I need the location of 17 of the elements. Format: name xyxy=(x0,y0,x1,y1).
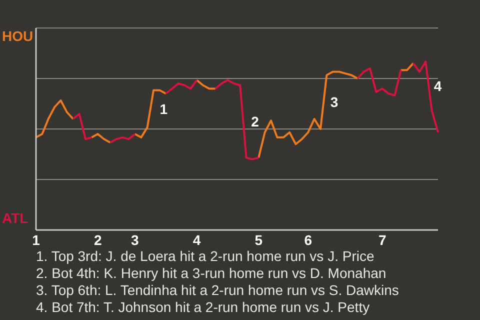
annotation: 4 xyxy=(434,78,442,94)
text: 1. Top 3rd: J. de Loera hit a 2-run home run vs J. Price xyxy=(36,248,376,265)
text: ATL xyxy=(2,210,28,226)
text: 4. Bot 7th: T. Johnson hit a 2-run home run vs J. Petty xyxy=(36,299,371,316)
text: HOU xyxy=(2,28,34,44)
x-tick-label: 7 xyxy=(378,232,386,248)
annotation: 1 xyxy=(160,100,168,117)
text: 2. Bot 4th: K. Henry hit a 3-run home run vs D. Monahan xyxy=(36,265,388,282)
x-tick-label: 5 xyxy=(254,232,263,248)
x-tick-label: 2 xyxy=(94,232,102,248)
x-tick-label: 6 xyxy=(304,232,312,248)
text: 3. Top 6th: L. Tendinha hit a 2-run home run vs S. Dawkins xyxy=(36,282,399,299)
x-tick-label: 4 xyxy=(192,232,201,248)
annotation: 3 xyxy=(330,94,338,110)
annotation: 2 xyxy=(251,113,260,130)
x-tick-label: 3 xyxy=(131,232,140,248)
x-tick-label: 1 xyxy=(32,232,40,248)
